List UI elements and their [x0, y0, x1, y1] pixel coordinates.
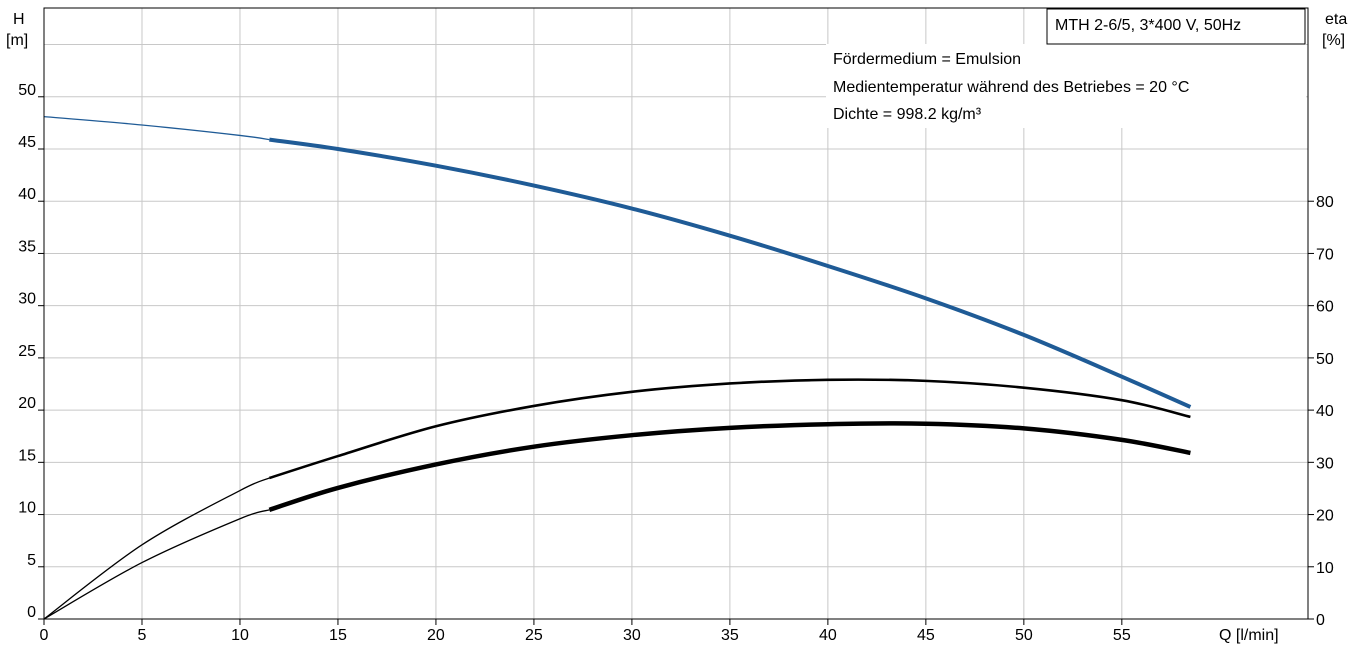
info-density: Dichte = 998.2 kg/m³ [833, 106, 982, 123]
curves [43, 115, 1192, 620]
y-left-tick-label: 35 [18, 238, 36, 255]
right-axis-unit: [%] [1322, 32, 1345, 49]
y-left-tick-label: 10 [18, 500, 36, 517]
curve-0-extension [43, 115, 270, 141]
y-right-tick-label: 30 [1316, 455, 1334, 472]
x-tick-label: 15 [329, 627, 347, 644]
x-tick-label: 20 [427, 627, 445, 644]
curve-0-operating-range [269, 137, 1192, 409]
curve-1-operating-range [268, 378, 1191, 480]
x-tick-label: 55 [1113, 627, 1131, 644]
plot-frame [43, 7, 1309, 620]
x-tick-label: 50 [1015, 627, 1033, 644]
info-temperature: Medientemperatur während des Betriebes =… [833, 79, 1189, 96]
x-tick-label: 25 [525, 627, 543, 644]
y-right-tick-label: 60 [1316, 299, 1334, 316]
x-tick-label: 5 [138, 627, 147, 644]
x-tick-label: 40 [819, 627, 837, 644]
tick-labels: 0 5 10 15 20 25 30 35 40 45 50 55 0 5 10 15 20 25 30 35 40 45… [18, 82, 1334, 644]
curve-2-extension [43, 509, 270, 620]
y-left-tick-label: 25 [18, 343, 36, 360]
y-left-tick-label: 45 [18, 134, 36, 151]
y-right-tick-label: 0 [1316, 612, 1325, 629]
left-axis-name: H [13, 11, 25, 28]
x-tick-label: 45 [917, 627, 935, 644]
x-tick-label: 35 [721, 627, 739, 644]
y-right-tick-label: 40 [1316, 403, 1334, 420]
y-right-tick-label: 80 [1316, 194, 1334, 211]
title-box [1046, 8, 1306, 45]
y-left-tick-label: 15 [18, 447, 36, 464]
x-axis-title: Q [l/min] [1219, 627, 1279, 644]
left-axis-unit: [m] [6, 32, 28, 49]
y-right-tick-label: 50 [1316, 351, 1334, 368]
chart-title: MTH 2-6/5, 3*400 V, 50Hz [1055, 17, 1241, 34]
info-background [826, 44, 1306, 128]
curve-1-extension [43, 477, 270, 620]
y-right-tick-label: 10 [1316, 560, 1334, 577]
y-right-tick-label: 70 [1316, 246, 1334, 263]
x-tick-label: 10 [231, 627, 249, 644]
y-left-tick-label: 0 [27, 604, 36, 621]
y-left-tick-label: 30 [18, 291, 36, 308]
curve-2-operating-range [268, 421, 1191, 513]
info-medium: Fördermedium = Emulsion [833, 51, 1021, 68]
y-left-tick-label: 20 [18, 395, 36, 412]
x-tick-label: 30 [623, 627, 641, 644]
tick-marks [38, 96, 1314, 625]
y-right-tick-label: 20 [1316, 508, 1334, 525]
y-left-tick-label: 50 [18, 82, 36, 99]
y-left-tick-label: 5 [27, 552, 36, 569]
right-axis-name: eta [1325, 11, 1347, 28]
x-tick-label: 0 [40, 627, 49, 644]
y-left-tick-label: 40 [18, 186, 36, 203]
